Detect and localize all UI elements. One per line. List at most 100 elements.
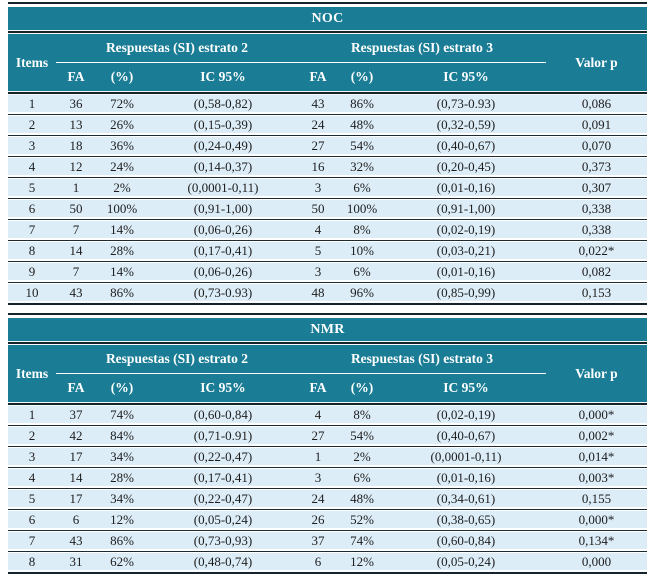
data-cell: 0,002* [578,428,615,443]
data-cell: 34% [110,449,134,464]
data-cell: 12% [110,512,134,527]
data-cell: 6% [353,180,371,195]
data-cell: 43 [69,285,83,300]
col-header-estrato3-group: Respuestas (SI) estrato 3 [298,34,546,63]
data-cell: 48 [311,285,325,300]
data-cell: 48% [350,117,374,132]
data-cell: 4 [314,222,322,237]
table-title: NMR [8,318,647,341]
col-header-fa-estrato3: FA [309,380,327,395]
data-cell: 28% [110,243,134,258]
data-cell: 32% [350,159,374,174]
data-cell: (0,03-0,21) [436,243,496,258]
data-cell: 0,153 [581,285,612,300]
data-cell: 0,338 [581,222,612,237]
table-row: 4 14 28% (0,17-0,41) 3 6% (0,01-0,16) 0,003* [8,469,647,489]
data-cell: (0,01-0,16) [436,180,496,195]
data-cell: 50 [311,201,325,216]
col-header-pct-estrato3: (%) [350,380,374,395]
data-cell: 0,373 [581,159,612,174]
header-separator-rule [8,402,647,406]
col-header-items: Items [15,54,49,70]
data-cell: (0,91-1,00) [436,201,496,216]
table-row: 10 43 86% (0,73-0.93) 48 96% (0,85-0,99) 0,153 [8,284,647,301]
data-cell: (0,02-0,19) [436,407,496,422]
data-cell: 4 [28,470,36,485]
data-cell: 3 [314,470,322,485]
data-cell: 14 [69,470,83,485]
data-cell: 0,000* [578,407,615,422]
col-header-pct-estrato3: (%) [350,69,374,84]
data-cell: 42 [69,428,83,443]
data-cell: 6 [314,554,322,569]
data-cell: 27 [311,138,325,153]
data-cell: 4 [28,159,36,174]
data-cell: 0,091 [581,117,612,132]
table-bottom-rule [8,571,647,574]
data-cell: 2% [113,180,131,195]
table-row: 2 42 84% (0,71-0.91) 27 54% (0,40-0,67) 0,002* [8,427,647,447]
table-top-rule [8,313,647,315]
data-cell: (0,34-0,61) [436,491,496,506]
table-row: 4 12 24% (0,14-0,37) 16 32% (0,20-0,45) 0,373 [8,158,647,178]
data-cell: 48% [350,491,374,506]
data-cell: 0,307 [581,180,612,195]
data-cell: (0,40-0,67) [436,138,496,153]
data-cell: (0,22-0,47) [193,449,253,464]
table-nmr: NMR Items Respuestas (SI) estrato 2 Resp… [8,313,647,574]
data-cell: 0,022* [578,243,615,258]
data-cell: (0,73-0,93) [193,533,253,548]
data-cell: (0,17-0,41) [193,243,253,258]
data-cell: 5 [314,243,322,258]
table-header: Items Respuestas (SI) estrato 2 Respuest… [8,345,647,402]
data-cell: 8% [353,407,371,422]
data-cell: 4 [314,407,322,422]
data-cell: (0,20-0,45) [436,159,496,174]
data-cell: 3 [28,138,36,153]
table-row: 7 43 86% (0,73-0,93) 37 74% (0,60-0,84) 0,134* [8,532,647,552]
data-cell: 74% [110,407,134,422]
data-cell: (0,73-0.93) [436,96,496,111]
data-cell: 86% [110,285,134,300]
data-cell: 50 [69,201,83,216]
data-cell: 6% [353,470,371,485]
table-header: Items Respuestas (SI) estrato 2 Respuest… [8,34,647,91]
col-header-ic95-estrato2: IC 95% [200,380,246,395]
data-cell: (0,17-0,41) [193,470,253,485]
table-row: 8 14 28% (0,17-0,41) 5 10% (0,03-0,21) 0,022* [8,242,647,262]
data-cell: 0,155 [581,491,612,506]
col-header-valor-p: Valor p [575,54,618,70]
data-cell: (0,71-0.91) [193,428,253,443]
data-cell: (0,15-0,39) [193,117,253,132]
data-cell: 26 [311,512,325,527]
data-cell: (0,0001-0,11) [430,449,502,464]
data-cell: 31 [69,554,83,569]
data-cell: 7 [28,222,36,237]
data-cell: 17 [69,449,83,464]
table-row: 5 1 2% (0,0001-0,11) 3 6% (0,01-0,16) 0,307 [8,179,647,199]
data-cell: 3 [314,264,322,279]
data-cell: 36% [110,138,134,153]
data-cell: 0,000 [581,554,612,569]
data-cell: 6 [28,512,36,527]
data-cell: (0,01-0,16) [436,264,496,279]
data-cell: 7 [72,264,80,279]
data-cell: 5 [28,491,36,506]
data-cell: 24 [311,117,325,132]
data-cell: 0,014* [578,449,615,464]
data-cell: (0,02-0,19) [436,222,496,237]
table-row: 3 17 34% (0,22-0,47) 1 2% (0,0001-0,11) 0,014* [8,448,647,468]
data-cell: 28% [110,470,134,485]
data-cell: 12% [350,554,374,569]
data-cell: 12 [69,159,83,174]
data-cell: 7 [28,533,36,548]
col-header-ic95-estrato3: IC 95% [443,69,489,84]
data-cell: 3 [314,180,322,195]
table-row: 1 36 72% (0,58-0,82) 43 86% (0,73-0.93) 0,086 [8,95,647,115]
data-cell: 2 [28,117,36,132]
data-cell: 0,338 [581,201,612,216]
col-header-ic95-estrato3: IC 95% [443,380,489,395]
data-cell: 0,082 [581,264,612,279]
data-cell: 14% [110,264,134,279]
